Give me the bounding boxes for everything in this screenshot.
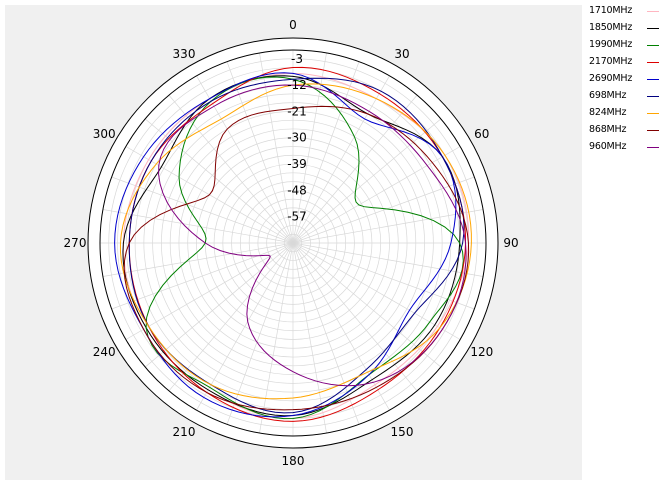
angle-tick-label: 60 (474, 127, 489, 141)
series-line-1990MHz (145, 76, 464, 420)
legend: 1710MHz 1850MHz 1990MHz 2170MHz 2690MHz 698MH… (589, 3, 659, 156)
series-line-868MHz (123, 105, 470, 411)
angle-tick-label: 0 (289, 18, 297, 32)
legend-swatch (647, 45, 659, 46)
series-line-960MHz (158, 84, 467, 387)
grid-spoke (102, 209, 294, 244)
legend-swatch (647, 28, 659, 29)
radial-tick-label: -30 (287, 131, 307, 145)
radial-axis: -3 -12 -21 -30 -39 -48 -57 (287, 52, 307, 224)
grid-spoke (111, 242, 294, 310)
radial-tick-label: -3 (291, 52, 303, 66)
grid-spoke (292, 118, 442, 244)
grid-spoke (196, 242, 294, 411)
legend-label: 1990MHz (589, 39, 633, 50)
legend-swatch (647, 96, 659, 97)
grid-spoke (292, 61, 360, 244)
grid-spoke (292, 242, 360, 425)
series-line-824MHz (119, 83, 472, 400)
grid-spoke (259, 52, 294, 244)
legend-item: 698MHz (589, 88, 659, 105)
legend-swatch (647, 79, 659, 80)
legend-label: 824MHz (589, 107, 627, 118)
legend-item: 2170MHz (589, 54, 659, 71)
polar-inner-ring (99, 49, 487, 437)
polar-outer-ring (87, 37, 499, 449)
grid-spoke (292, 209, 484, 244)
angle-tick-label: 240 (93, 345, 116, 359)
grid-spoke (292, 75, 390, 244)
legend-swatch (647, 62, 659, 63)
angle-tick-label: 300 (93, 127, 116, 141)
angle-tick-label: 180 (282, 454, 305, 468)
plot-area: 0 30 60 90 120 150 180 210 240 270 300 330 -3 -12 -21-… (5, 5, 582, 480)
legend-item: 1850MHz (589, 20, 659, 37)
legend-label: 1850MHz (589, 22, 633, 33)
legend-item: 960MHz (589, 139, 659, 156)
angle-axis: 0 30 60 90 120 150 180 210 240 270 300 330 (64, 18, 519, 468)
series-line-698MHz (128, 77, 465, 414)
legend-swatch (647, 147, 659, 148)
angle-tick-label: 90 (503, 236, 518, 250)
legend-label: 2170MHz (589, 56, 633, 67)
radial-tick-label: -39 (287, 157, 307, 171)
grid-spoke (292, 242, 475, 310)
grid-spoke (259, 242, 294, 434)
legend-item: 1990MHz (589, 37, 659, 54)
radial-tick-label: -57 (287, 210, 307, 224)
legend-label: 698MHz (589, 90, 627, 101)
angle-tick-label: 270 (64, 236, 87, 250)
angle-tick-label: 150 (391, 425, 414, 439)
legend-swatch (647, 130, 659, 131)
grid-spoke (125, 242, 294, 340)
legend-label: 868MHz (589, 124, 627, 135)
grid-spoke (144, 242, 294, 368)
legend-item: 2690MHz (589, 71, 659, 88)
angle-tick-label: 330 (173, 47, 196, 61)
legend-label: 960MHz (589, 141, 627, 152)
grid-spoke (168, 242, 294, 392)
radial-tick-label: -21 (287, 104, 307, 118)
grid-spoke (292, 242, 327, 434)
grid-spoke (292, 94, 418, 244)
grid-spoke (292, 242, 461, 340)
angle-tick-label: 120 (470, 345, 493, 359)
angle-tick-label: 210 (173, 425, 196, 439)
radial-tick-label: -48 (287, 183, 307, 197)
grid-spoke (292, 242, 418, 392)
legend-swatch (647, 113, 659, 114)
legend-swatch (647, 11, 659, 12)
grid-spoke (226, 61, 294, 244)
grid-spoke (102, 242, 294, 277)
legend-label: 2690MHz (589, 73, 633, 84)
legend-item: 868MHz (589, 122, 659, 139)
series-group (114, 66, 472, 422)
legend-item: 1710MHz (589, 3, 659, 20)
radial-tick-label: -12 (287, 78, 307, 92)
legend-label: 1710MHz (589, 5, 633, 16)
legend-item: 824MHz (589, 105, 659, 122)
angle-tick-label: 30 (394, 47, 409, 61)
grid-spoke (111, 176, 294, 244)
